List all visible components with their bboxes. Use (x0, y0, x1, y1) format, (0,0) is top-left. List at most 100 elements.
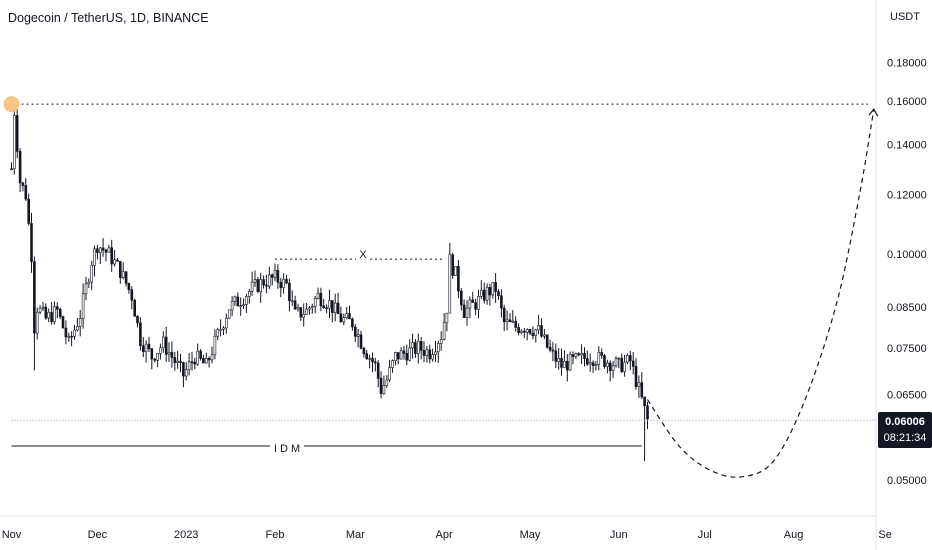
candle-body (451, 254, 455, 276)
candle-body (434, 351, 437, 355)
candle-body (308, 307, 311, 310)
time-tick-label: May (520, 529, 541, 541)
candle-body (617, 357, 621, 360)
price-badge-bg (878, 412, 932, 448)
candle-body (465, 307, 469, 318)
candle-body (368, 357, 371, 360)
candle-body (176, 360, 179, 363)
candle-body (259, 279, 263, 292)
candle-body (262, 279, 265, 286)
candle-body (313, 298, 317, 307)
candle-body (227, 309, 231, 319)
candles-layer (10, 105, 649, 461)
candle-body (339, 313, 343, 323)
candle-body (18, 151, 22, 184)
candle-body (391, 360, 394, 368)
candle-body (202, 357, 205, 364)
candle-body (216, 329, 219, 337)
candle-body (520, 330, 523, 334)
candle-body (293, 300, 297, 310)
candle-body (477, 295, 480, 310)
candle-body (577, 353, 581, 356)
candle-body (588, 362, 592, 365)
candle-body (236, 296, 240, 307)
candle-body (402, 350, 406, 354)
annotation-lines (3, 96, 879, 478)
candle-body (385, 379, 389, 386)
time-tick-label: Aug (784, 529, 804, 541)
candle-body (646, 405, 649, 420)
candle-body (416, 340, 420, 354)
candle-body (603, 355, 606, 367)
time-tick-label: Apr (436, 529, 453, 541)
candle-body (273, 270, 277, 278)
candle-body (182, 362, 185, 377)
candle-body (399, 350, 403, 360)
x-label: X (359, 249, 367, 261)
current-price-badge: 0.06006 08:21:34 (878, 412, 932, 448)
candle-body (643, 396, 646, 407)
candle-body (58, 308, 62, 317)
candle-body (468, 299, 472, 309)
price-tick-label: 0.18000 (887, 58, 927, 70)
price-tick-label: 0.05000 (887, 475, 927, 487)
candle-body (620, 357, 624, 373)
candle-body (482, 289, 486, 301)
candle-body (196, 350, 199, 365)
chart-title: Dogecoin / TetherUS, 1D, BINANCE (8, 11, 209, 25)
candle-body (144, 343, 148, 353)
candle-body (640, 382, 644, 398)
candle-body (514, 320, 518, 328)
projection-arrowhead (868, 108, 879, 117)
candle-body (439, 339, 443, 344)
price-badge-value: 0.06006 (885, 416, 925, 428)
candle-body (53, 306, 56, 323)
time-axis[interactable]: Nov Dec 2023 Feb Mar Apr May Jun Jul Aug Se (2, 529, 892, 541)
candle-body (565, 360, 569, 371)
currency-label: USDT (890, 11, 920, 23)
candle-body (30, 223, 33, 262)
time-tick-label: Dec (88, 529, 108, 541)
candle-body (222, 327, 225, 330)
candle-body (81, 293, 85, 319)
candle-body (522, 330, 526, 333)
candle-body (557, 357, 561, 362)
candle-body (302, 314, 306, 318)
candle-body (61, 316, 65, 329)
candle-body (279, 281, 283, 288)
candle-body (256, 279, 260, 292)
candle-body (580, 353, 583, 356)
candle-body (614, 358, 618, 367)
candle-body (55, 306, 59, 310)
candle-body (21, 182, 25, 186)
candle-body (110, 247, 113, 265)
candle-body (351, 318, 354, 328)
candle-body (634, 366, 638, 387)
time-tick-label: Feb (266, 529, 285, 541)
candle-body (139, 322, 142, 346)
candle-body (528, 329, 532, 334)
candle-body (78, 318, 82, 327)
price-axis[interactable]: 0.18000 0.16000 0.14000 0.12000 0.10000 0.085… (887, 58, 927, 487)
candle-body (491, 282, 495, 296)
candle-body (608, 362, 612, 371)
candle-body (585, 358, 589, 365)
candle-body (548, 346, 552, 351)
candle-body (27, 198, 31, 224)
candle-body (290, 300, 294, 303)
candle-body (153, 358, 156, 361)
candle-body (626, 355, 629, 363)
candle-body (147, 343, 151, 350)
candle-body (239, 305, 242, 308)
candle-body (96, 248, 99, 254)
candle-body (193, 361, 197, 365)
candle-body (322, 305, 326, 308)
candle-body (76, 326, 79, 331)
candle-body (199, 350, 202, 359)
candle-body (502, 307, 506, 323)
candle-body (35, 311, 39, 334)
candle-body (394, 352, 397, 361)
candle-body (225, 317, 228, 329)
candle-body (127, 283, 131, 290)
